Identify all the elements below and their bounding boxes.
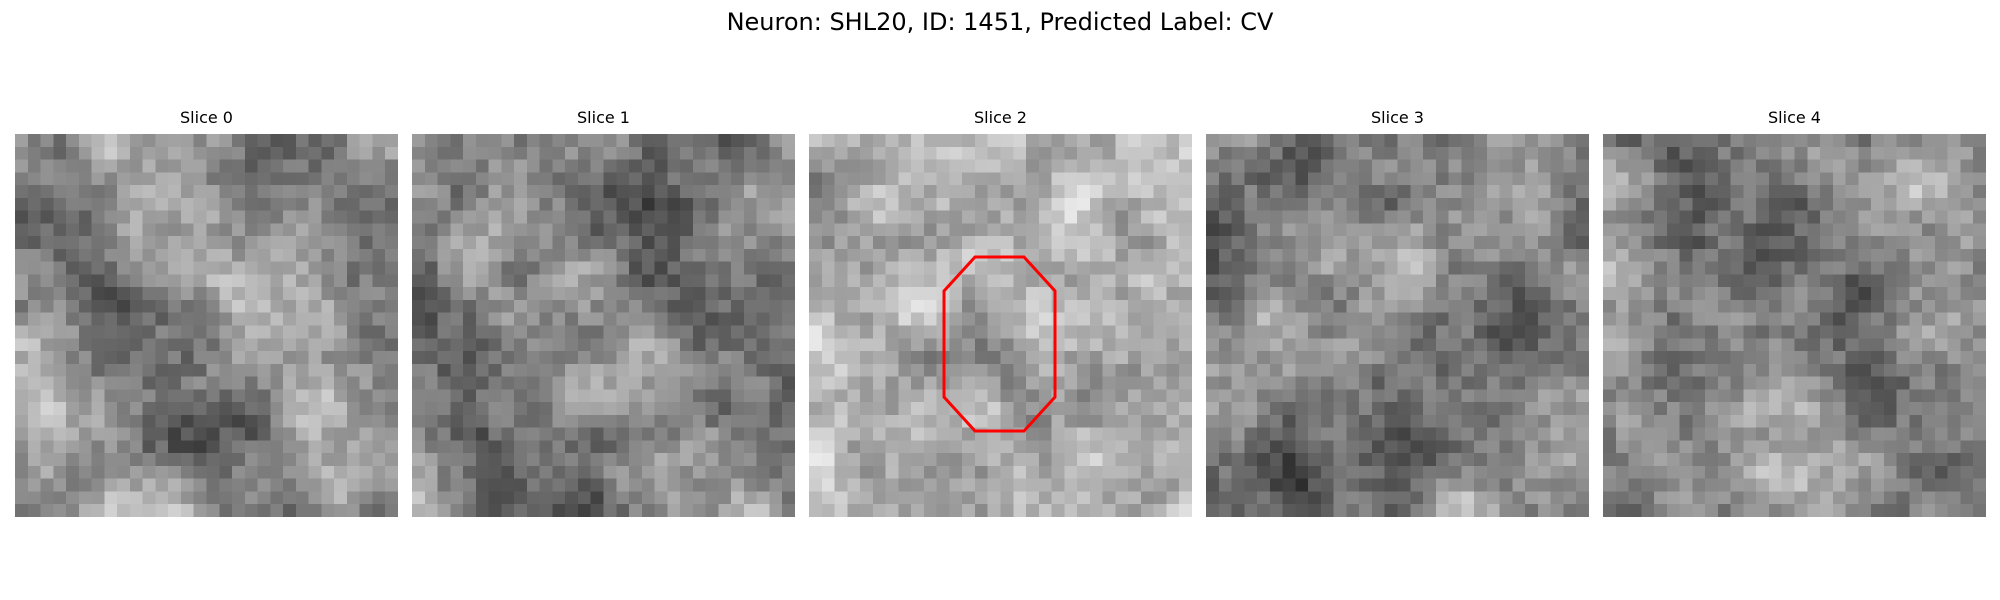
slice-title: Slice 3 bbox=[1371, 108, 1424, 127]
slice-title: Slice 4 bbox=[1768, 108, 1821, 127]
roi-outline-layer bbox=[942, 255, 1057, 433]
slice-image bbox=[1206, 134, 1589, 517]
slice-pixel-grid bbox=[412, 134, 795, 517]
slice-image bbox=[15, 134, 398, 517]
figure-title: Neuron: SHL20, ID: 1451, Predicted Label… bbox=[726, 8, 1274, 36]
slice-pixel-grid bbox=[1206, 134, 1589, 517]
slice-image bbox=[412, 134, 795, 517]
slice-pixel-grid bbox=[1603, 134, 1986, 517]
slice-title: Slice 0 bbox=[180, 108, 233, 127]
slice-title: Slice 2 bbox=[974, 108, 1027, 127]
slice-title: Slice 1 bbox=[577, 108, 630, 127]
slice-image bbox=[1603, 134, 1986, 517]
slice-pixel-grid bbox=[809, 134, 1192, 517]
slice-pixel-grid bbox=[15, 134, 398, 517]
slice-image bbox=[809, 134, 1192, 517]
roi-octagon-outline bbox=[942, 255, 1057, 433]
